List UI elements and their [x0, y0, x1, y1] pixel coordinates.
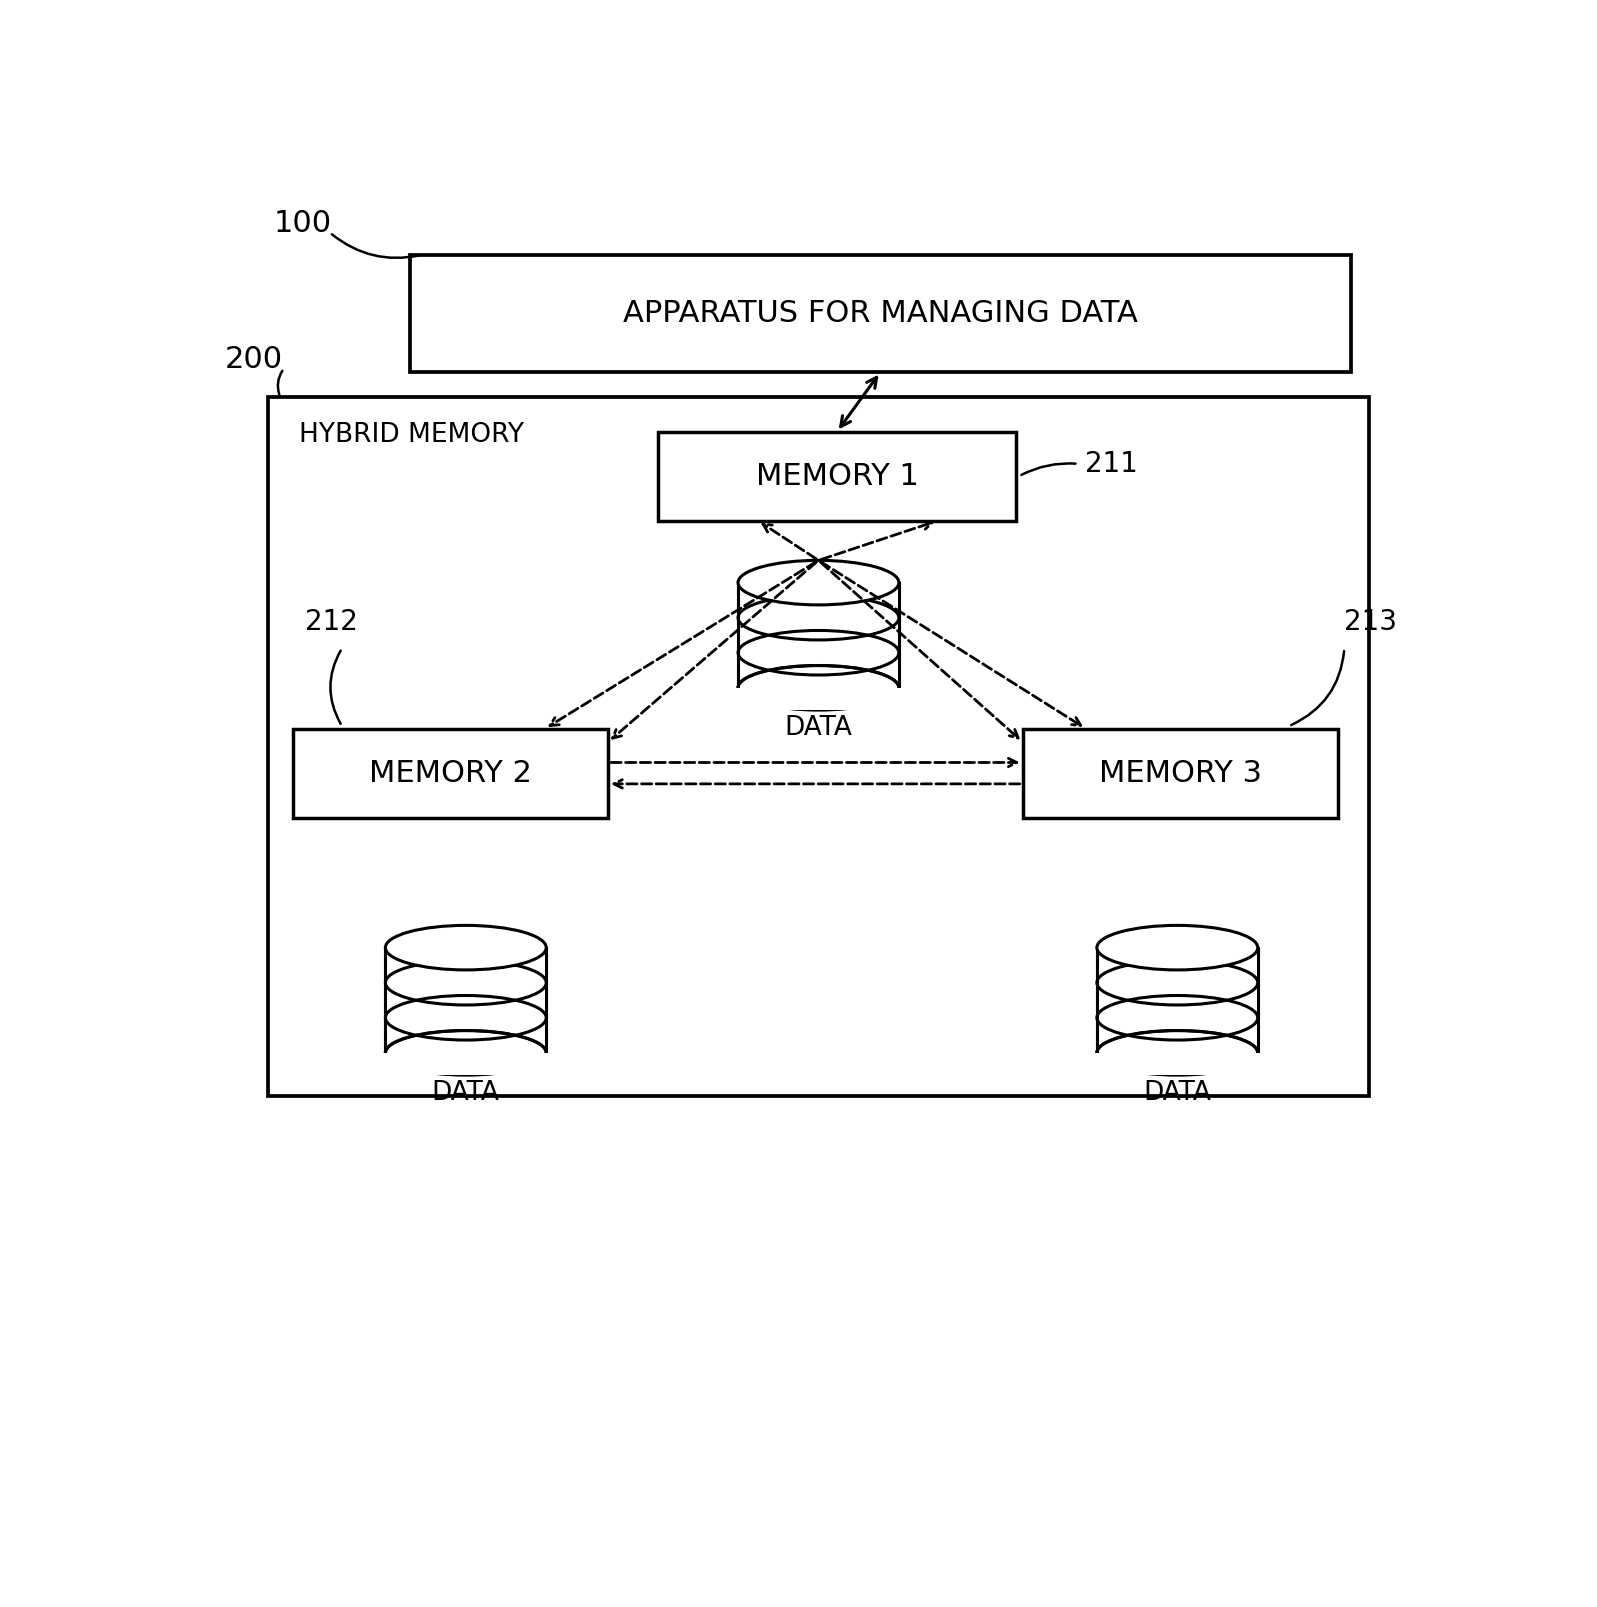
Bar: [1091, 1053, 1263, 1075]
Text: DATA: DATA: [431, 1080, 500, 1106]
Text: MEMORY 1: MEMORY 1: [755, 461, 918, 490]
Text: 200: 200: [225, 346, 283, 374]
Bar: [738, 583, 899, 688]
Ellipse shape: [738, 665, 899, 710]
Ellipse shape: [1097, 1030, 1258, 1075]
Text: DATA: DATA: [784, 715, 853, 741]
Ellipse shape: [738, 561, 899, 604]
Bar: [658, 432, 1016, 521]
Ellipse shape: [1097, 926, 1258, 971]
Ellipse shape: [385, 926, 546, 971]
Text: APPARATUS FOR MANAGING DATA: APPARATUS FOR MANAGING DATA: [623, 299, 1137, 328]
Text: 212: 212: [305, 607, 358, 636]
Ellipse shape: [385, 1030, 546, 1075]
Text: 100: 100: [275, 209, 332, 238]
Bar: [731, 688, 905, 710]
Text: 211: 211: [1084, 450, 1137, 477]
Text: MEMORY 3: MEMORY 3: [1099, 759, 1262, 787]
Text: HYBRID MEMORY: HYBRID MEMORY: [299, 421, 524, 448]
Text: 213: 213: [1345, 607, 1397, 636]
Bar: [1097, 948, 1258, 1053]
Bar: [385, 948, 546, 1053]
Bar: [1022, 728, 1338, 818]
Bar: [292, 728, 608, 818]
Bar: [268, 397, 1369, 1096]
Text: DATA: DATA: [1143, 1080, 1211, 1106]
Text: MEMORY 2: MEMORY 2: [369, 759, 532, 787]
Bar: [410, 254, 1351, 373]
Bar: [378, 1053, 553, 1075]
